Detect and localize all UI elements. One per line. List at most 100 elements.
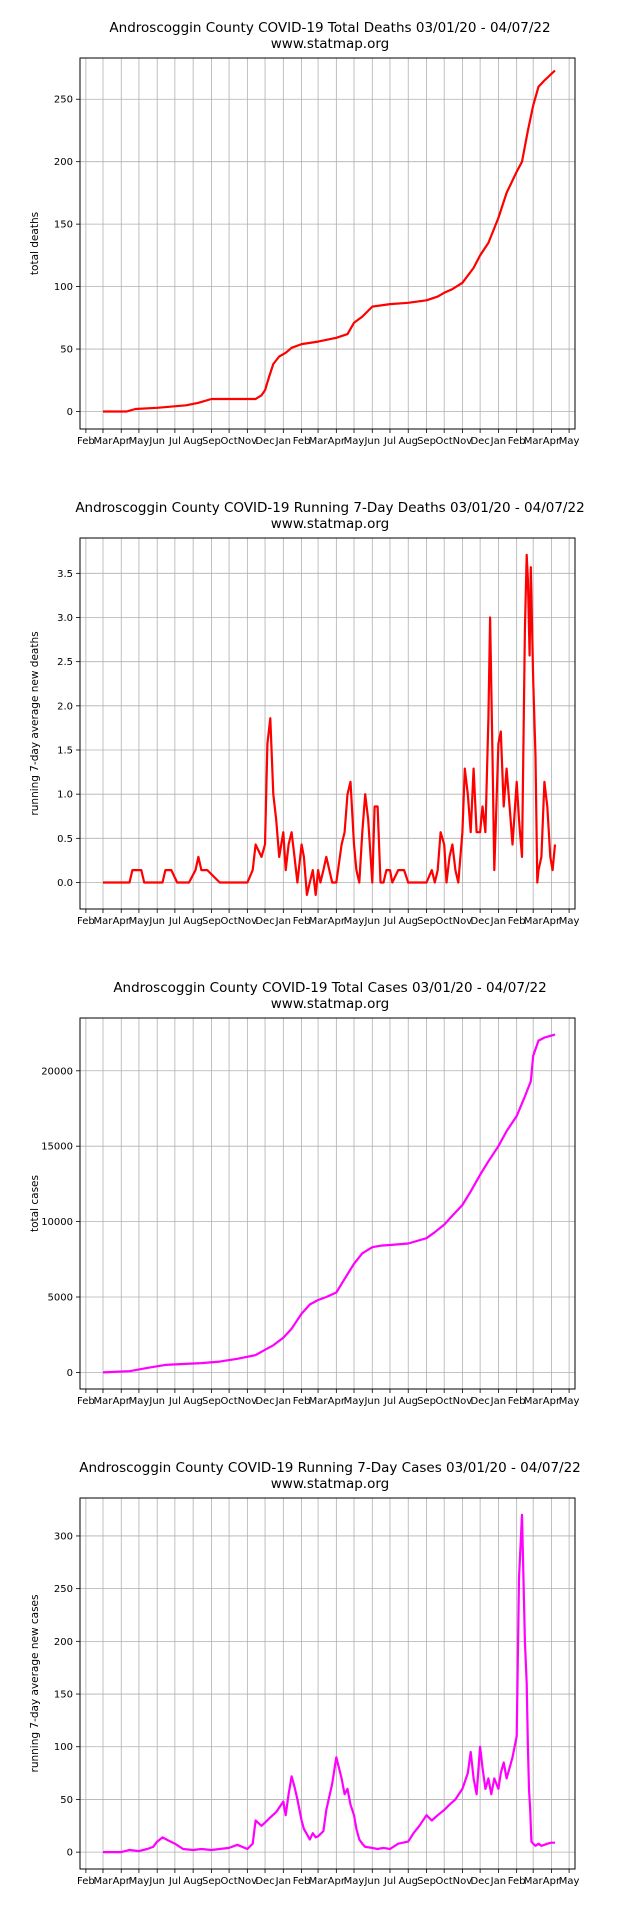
x-tick-label: Jun <box>363 436 380 447</box>
y-tick-label: 1.5 <box>57 746 73 757</box>
x-tick-label: Jan <box>490 436 506 447</box>
y-tick-label: 150 <box>54 220 73 231</box>
x-tick-label: May <box>559 1396 580 1407</box>
x-tick-label: Jul <box>383 916 396 927</box>
x-tick-label: May <box>129 916 150 927</box>
y-tick-label: 0 <box>67 1848 73 1859</box>
x-tick-label: Nov <box>453 436 473 447</box>
chart-subtitle: www.statmap.org <box>271 516 390 532</box>
x-tick-label: Jan <box>275 1396 291 1407</box>
x-tick-label: Jul <box>383 1876 396 1887</box>
y-tick-label: 20000 <box>41 1066 73 1077</box>
x-tick-label: Feb <box>293 1876 311 1887</box>
plot-frame <box>79 1017 576 1390</box>
x-tick-label: Aug <box>398 1396 418 1407</box>
x-tick-label: Mar <box>524 436 544 447</box>
y-tick-label: 300 <box>54 1531 73 1542</box>
x-tick-label: May <box>559 916 580 927</box>
x-tick-label: Nov <box>238 436 258 447</box>
x-tick-label: Feb <box>77 1876 95 1887</box>
chart-title: Androscoggin County COVID-19 Total Cases… <box>113 980 546 996</box>
x-tick-label: Nov <box>453 916 473 927</box>
x-tick-label: Apr <box>328 436 346 447</box>
x-tick-label: Jan <box>490 916 506 927</box>
x-tick-label: Feb <box>293 436 311 447</box>
series-line <box>103 1513 555 1854</box>
x-tick-label: Aug <box>183 1396 203 1407</box>
x-tick-label: Jan <box>490 1396 506 1407</box>
x-tick-label: Mar <box>309 436 329 447</box>
x-tick-label: Oct <box>220 1396 237 1407</box>
x-tick-label: Aug <box>398 436 418 447</box>
x-tick-label: Sep <box>417 1396 436 1407</box>
x-tick-label: Feb <box>508 1396 526 1407</box>
x-tick-label: Aug <box>398 1876 418 1887</box>
x-tick-label: Sep <box>417 1876 436 1887</box>
x-tick-label: Jun <box>148 1876 165 1887</box>
x-tick-label: Apr <box>543 916 561 927</box>
x-tick-label: Feb <box>77 1396 95 1407</box>
y-tick-label: 0.5 <box>57 834 73 845</box>
x-tick-label: Mar <box>524 1876 544 1887</box>
x-tick-label: Jun <box>363 1396 380 1407</box>
chart-4: Androscoggin County COVID-19 Running 7-D… <box>29 1460 581 1887</box>
y-tick-label: 250 <box>54 1584 73 1595</box>
x-tick-label: Oct <box>436 1396 453 1407</box>
x-tick-label: Oct <box>436 436 453 447</box>
y-tick-label: 0 <box>67 407 73 418</box>
x-tick-label: Mar <box>94 916 114 927</box>
y-tick-label: 2.0 <box>57 701 73 712</box>
x-tick-label: Oct <box>220 436 237 447</box>
x-tick-label: May <box>344 1876 365 1887</box>
x-tick-label: Jun <box>148 1396 165 1407</box>
x-tick-label: Dec <box>470 436 489 447</box>
x-tick-label: Jun <box>363 916 380 927</box>
series-line <box>103 69 556 413</box>
plot-frame <box>79 537 576 910</box>
x-tick-label: Mar <box>94 436 114 447</box>
y-tick-label: 200 <box>54 157 73 168</box>
x-tick-label: Jan <box>490 1876 506 1887</box>
x-tick-label: Dec <box>255 1876 274 1887</box>
x-tick-label: Dec <box>255 436 274 447</box>
y-tick-label: 3.0 <box>57 613 73 624</box>
y-tick-label: 150 <box>54 1690 73 1701</box>
chart-3: Androscoggin County COVID-19 Total Cases… <box>29 980 580 1407</box>
chart-title: Androscoggin County COVID-19 Total Death… <box>109 20 550 36</box>
x-tick-label: Nov <box>238 916 258 927</box>
x-tick-label: Oct <box>220 916 237 927</box>
y-tick-label: 1.0 <box>57 790 73 801</box>
x-tick-label: Sep <box>202 436 221 447</box>
x-tick-label: Feb <box>77 916 95 927</box>
x-tick-label: Nov <box>238 1396 258 1407</box>
x-tick-label: Dec <box>470 916 489 927</box>
x-tick-label: Jan <box>275 436 291 447</box>
y-axis-label: total deaths <box>29 212 41 275</box>
x-tick-label: Jan <box>275 916 291 927</box>
chart-2: Androscoggin County COVID-19 Running 7-D… <box>29 500 585 927</box>
x-tick-label: Dec <box>255 916 274 927</box>
plot-frame <box>79 1497 576 1870</box>
y-tick-label: 0 <box>67 1368 73 1379</box>
x-tick-label: Apr <box>113 436 131 447</box>
y-tick-label: 50 <box>60 1795 73 1806</box>
x-tick-label: May <box>129 436 150 447</box>
series-line <box>102 1033 556 1374</box>
y-axis-label: running 7-day average new deaths <box>29 631 41 815</box>
x-tick-label: Jul <box>383 436 396 447</box>
y-tick-label: 200 <box>54 1637 73 1648</box>
x-tick-label: Jul <box>168 436 181 447</box>
y-tick-label: 50 <box>60 345 73 356</box>
x-tick-label: Jun <box>148 436 165 447</box>
y-axis-label: running 7-day average new cases <box>29 1595 41 1773</box>
y-tick-label: 15000 <box>41 1142 73 1153</box>
x-tick-label: Jul <box>383 1396 396 1407</box>
x-tick-label: May <box>344 916 365 927</box>
x-tick-label: Dec <box>470 1396 489 1407</box>
x-tick-label: Apr <box>543 1876 561 1887</box>
x-tick-label: May <box>129 1396 150 1407</box>
chart-1: Androscoggin County COVID-19 Total Death… <box>29 20 580 447</box>
x-tick-label: Oct <box>220 1876 237 1887</box>
x-tick-label: Feb <box>508 436 526 447</box>
